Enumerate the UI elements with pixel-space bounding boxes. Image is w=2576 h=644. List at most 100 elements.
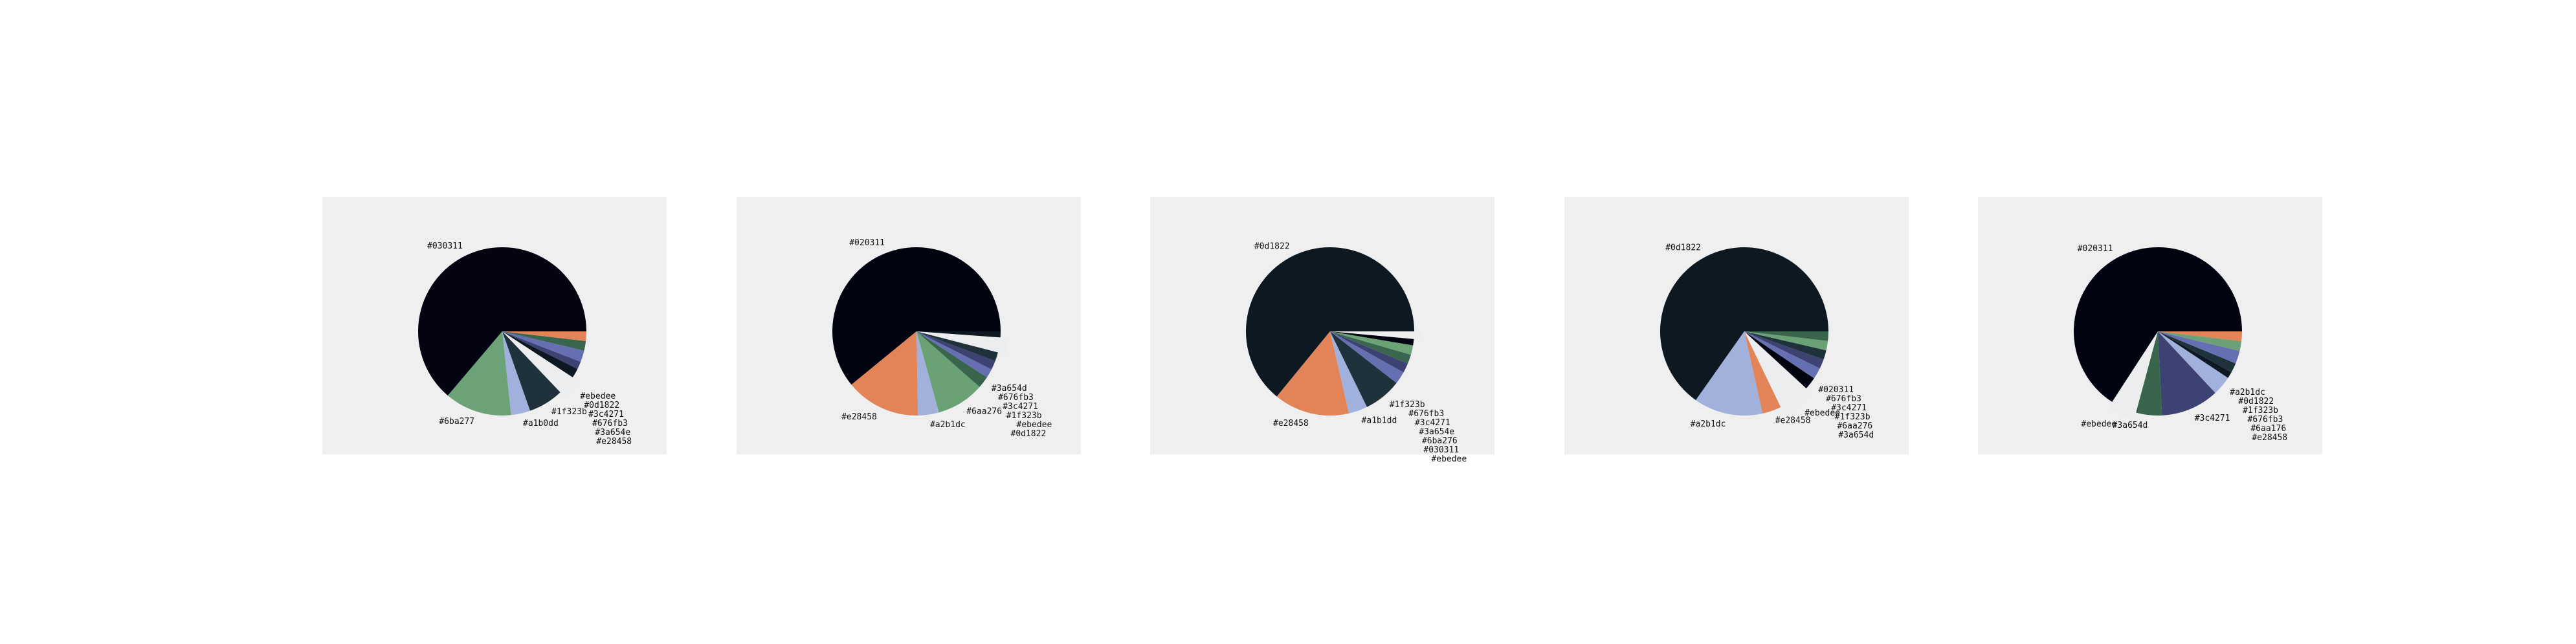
pie-1-slice-6 xyxy=(502,331,578,378)
pie-2-slice-7 xyxy=(916,331,995,370)
pie-3-label-10: #ebedee xyxy=(1431,454,1467,464)
pie-2-slice-6 xyxy=(916,331,992,377)
pie-1-label-8: #676fb3 xyxy=(592,419,628,428)
pie-2-slice-4 xyxy=(916,331,980,413)
pie-2-slice-2 xyxy=(851,331,918,416)
pie-3-label-8: #6ba276 xyxy=(1422,436,1458,446)
pie-3-slice-10 xyxy=(1337,331,1421,340)
pie-1-slice-2 xyxy=(447,331,511,416)
pie-3-label-3: #a1b1dd xyxy=(1362,416,1397,425)
pie-4-label-5: #020311 xyxy=(1818,385,1854,395)
pie-chart-2-svg: #020311 #e28458 #a2b1dc#6aa276 #3a654d#676f… xyxy=(832,238,1052,439)
pie-4-label-1: #0d1822 xyxy=(1665,243,1701,253)
pie-2-label-10: #0d1822 xyxy=(1011,429,1047,439)
pie-5-label-6: #0d1822 xyxy=(2238,397,2274,406)
pie-4-label-4: #ebedee xyxy=(1804,408,1840,418)
pie-chart-4: #0d1822 #a2b1dc #e28458 #ebedee #020311 #676f… xyxy=(1564,197,1909,454)
pie-3-label-9: #030311 xyxy=(1423,445,1459,455)
pie-chart-4-svg: #0d1822 #a2b1dc #e28458#ebedee #020311#676f… xyxy=(1660,243,1874,440)
pie-2-label-6: #676fb3 xyxy=(998,393,1034,403)
pie-4-slice-1 xyxy=(1660,247,1828,401)
pie-5-slice-4 xyxy=(2158,331,2215,416)
pie-1-slice-9 xyxy=(502,331,586,351)
pie-5-label-2: #ebedee xyxy=(2081,419,2116,429)
pie-5-label-10: #e28458 xyxy=(2252,433,2287,443)
pie-1-slice-5 xyxy=(507,336,579,397)
pie-2-slice-10 xyxy=(916,331,1001,338)
pie-4-slice-5 xyxy=(1744,331,1814,389)
pie-2-slice-8 xyxy=(916,331,998,361)
pie-4-slice-9 xyxy=(1744,331,1828,351)
pie-5-label-9: #6aa176 xyxy=(2250,424,2286,434)
pie-3-slice-6 xyxy=(1330,331,1408,373)
pie-3-label-6: #3c4271 xyxy=(1415,418,1450,428)
pie-5-slice-5 xyxy=(2158,331,2228,394)
pie-1-label-4: #1f323b xyxy=(551,407,587,417)
pie-3-slice-7 xyxy=(1330,331,1411,364)
pie-5-slice-2 xyxy=(2109,338,2155,419)
pie-5-label-5: #a2b1dc xyxy=(2230,388,2265,397)
pie-5-slice-9 xyxy=(2158,331,2242,351)
pie-1-label-9: #3a654e xyxy=(595,428,630,438)
pie-5-slice-10 xyxy=(2158,331,2242,342)
pie-2-slice-3 xyxy=(916,331,939,416)
pie-5-slice-8 xyxy=(2158,331,2240,364)
pie-chart-3-svg: #0d1822 #e28458 #a1b1dd #1f323b#676fb3#3c42… xyxy=(1246,241,1467,464)
pie-2-label-1: #020311 xyxy=(849,238,885,248)
pie-chart-2: #020311 #e28458 #a2b1dc #6aa276 #3a654d #676f… xyxy=(737,197,1081,454)
pie-5-slice-3 xyxy=(2136,331,2162,416)
pie-1-slice-3 xyxy=(502,331,531,416)
pie-1-slice-1 xyxy=(418,247,586,396)
pie-1-label-2: #6ba277 xyxy=(439,417,474,427)
pie-5-slice-7 xyxy=(2158,331,2236,373)
pie-4-label-10: #3a654d xyxy=(1838,430,1874,440)
pie-2-label-8: #1f323b xyxy=(1006,411,1042,421)
pie-1-slice-4 xyxy=(502,331,561,411)
pie-3-slice-8 xyxy=(1330,331,1414,355)
pie-3-label-5: #676fb3 xyxy=(1408,409,1444,419)
pie-4-label-2: #a2b1dc xyxy=(1691,419,1726,429)
pie-3-slice-2 xyxy=(1276,331,1349,416)
pie-chart-5-svg: #020311 #ebedee#3a654d #3c4271 #a2b1dc#0d18… xyxy=(2074,244,2287,443)
pie-4-slice-10 xyxy=(1744,331,1828,341)
pie-5-label-8: #676fb3 xyxy=(2248,415,2283,425)
pie-3-slice-1 xyxy=(1246,247,1414,397)
pie-4-label-3: #e28458 xyxy=(1775,416,1811,426)
pie-4-slice-2 xyxy=(1696,331,1763,416)
pie-2-label-3: #a2b1dc xyxy=(930,420,966,430)
pie-1-label-3: #a1b0dd xyxy=(523,419,559,428)
pie-2-label-9: #ebedee xyxy=(1017,420,1052,430)
pie-3-slice-4 xyxy=(1330,331,1397,407)
pie-2-slice-9 xyxy=(923,332,1008,354)
pie-2-label-7: #3c4271 xyxy=(1003,402,1038,412)
pie-5-slice-6 xyxy=(2158,331,2232,378)
pie-chart-3: #0d1822 #e28458 #a1b1dd #1f323b #676fb3 #3c42… xyxy=(1150,197,1494,464)
pie-3-slice-3 xyxy=(1330,331,1368,414)
pie-chart-5: #020311 #ebedee #3a654d #3c4271 #a2b1dc #0d18… xyxy=(1978,197,2322,454)
pie-3-label-7: #3a654e xyxy=(1419,427,1454,437)
pie-1-slice-8 xyxy=(502,331,584,362)
pie-4-slice-7 xyxy=(1744,331,1824,369)
pie-1-label-6: #0d1822 xyxy=(584,401,619,410)
pie-chart-1: #030311 #6ba277 #a1b0dd #1f323b #ebedee #0d18… xyxy=(322,197,667,454)
pie-2-slice-1 xyxy=(832,247,1001,385)
pie-2-slice-5 xyxy=(916,331,987,387)
pie-2-label-4: #6aa276 xyxy=(966,406,1002,416)
pie-3-label-1: #0d1822 xyxy=(1254,241,1290,251)
pie-4-label-6: #676fb3 xyxy=(1826,394,1861,404)
pie-1-label-10: #e28458 xyxy=(596,437,632,447)
pie-1-label-5: #ebedee xyxy=(580,392,616,401)
pie-3-label-4: #1f323b xyxy=(1390,400,1425,410)
pie-2-label-2: #e28458 xyxy=(841,412,877,422)
pie-4-slice-4 xyxy=(1748,337,1811,414)
pie-5-label-1: #020311 xyxy=(2078,244,2113,254)
pie-2-label-5: #3a654d xyxy=(992,384,1027,394)
pie-3-label-2: #e28458 xyxy=(1273,419,1309,428)
pie-3-slice-5 xyxy=(1330,331,1404,383)
pie-1-slice-7 xyxy=(502,331,581,370)
pie-4-label-9: #6aa276 xyxy=(1837,421,1872,431)
pie-5-label-3: #3a654d xyxy=(2113,421,2148,430)
pie-5-label-4: #3c4271 xyxy=(2195,414,2230,423)
pie-1-label-7: #3c4271 xyxy=(588,410,624,419)
pie-4-slice-3 xyxy=(1744,331,1781,414)
